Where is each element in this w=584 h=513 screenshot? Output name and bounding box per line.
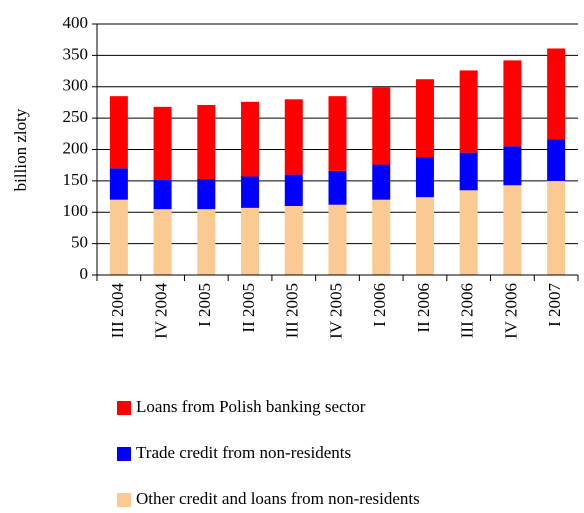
bar-segment (415, 197, 434, 275)
bar-segment (372, 87, 391, 165)
bar-segment (503, 146, 522, 186)
bar-segment (459, 152, 478, 191)
bar-segment (547, 48, 566, 140)
x-tick-label: I 2005 (195, 283, 214, 327)
bar-segment (284, 205, 303, 275)
y-tick-label: 300 (63, 76, 89, 95)
bar-segment (547, 139, 566, 181)
bar-segment (153, 209, 172, 275)
legend-label: Other credit and loans from non-resident… (136, 489, 420, 508)
bar-segment (459, 70, 478, 153)
bar-segment (197, 104, 216, 179)
x-tick-label: IV 2004 (151, 283, 170, 339)
bar-segment (241, 207, 260, 275)
x-tick-label: II 2005 (239, 283, 258, 333)
bar-segment (328, 170, 347, 205)
x-tick-label: III 2006 (458, 283, 477, 338)
y-tick-label: 50 (71, 233, 88, 252)
x-tick-label: I 2007 (545, 283, 564, 327)
y-tick-label: 200 (63, 138, 89, 157)
legend-swatch (117, 493, 131, 507)
bar-segment (503, 185, 522, 275)
x-tick-label: III 2004 (108, 283, 127, 339)
x-tick-label: III 2005 (283, 283, 302, 338)
bar-segment (109, 199, 128, 275)
bar-segment (197, 178, 216, 210)
bar-segment (503, 60, 522, 147)
legend-swatch (117, 401, 131, 415)
bar-segment (241, 101, 260, 177)
bar-segment (109, 96, 128, 169)
bar-segment (284, 174, 303, 206)
x-tick-label: IV 2005 (326, 283, 345, 339)
bar-segment (328, 96, 347, 171)
bar-segment (284, 99, 303, 175)
bar-segment (153, 106, 172, 180)
bar-segment (415, 157, 434, 198)
bar-segment (372, 199, 391, 275)
legend-label: Trade credit from non-residents (136, 443, 351, 462)
y-tick-label: 400 (63, 13, 89, 32)
bar-segment (241, 176, 260, 208)
y-tick-label: 150 (63, 170, 89, 189)
x-tick-label: II 2006 (414, 283, 433, 333)
y-tick-label: 350 (63, 44, 89, 63)
y-tick-label: 100 (63, 201, 89, 220)
bar-segment (197, 209, 216, 275)
bar-segment (415, 79, 434, 158)
y-tick-label: 0 (80, 264, 89, 283)
bar-segment (372, 164, 391, 200)
bar-segment (547, 180, 566, 275)
bar-segment (109, 168, 128, 200)
y-tick-label: 250 (63, 107, 89, 126)
legend-label: Loans from Polish banking sector (136, 397, 366, 416)
bar-segment (459, 190, 478, 275)
bar-segment (328, 204, 347, 275)
x-tick-label: I 2006 (370, 283, 389, 327)
legend-swatch (117, 447, 131, 461)
bar-segment (153, 179, 172, 210)
y-axis-title: billion zloty (11, 108, 30, 191)
x-tick-label: IV 2006 (501, 283, 520, 339)
